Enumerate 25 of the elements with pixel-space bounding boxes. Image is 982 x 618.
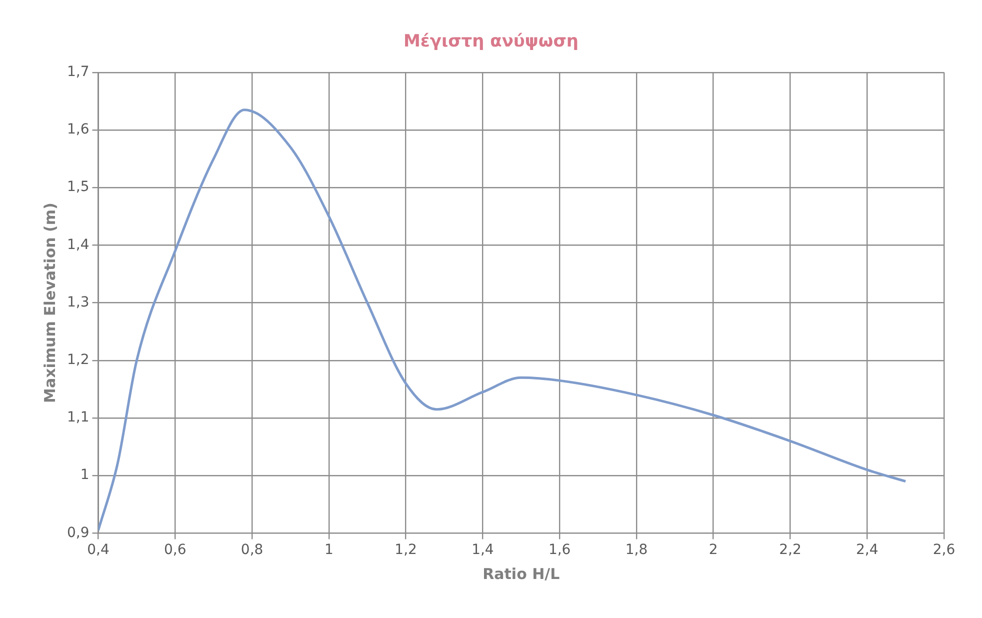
x-tick-label: 1,2 [394,542,417,558]
x-axis-title: Ratio H/L [482,564,560,583]
x-tick-label: 2,2 [779,542,802,558]
y-tick-label: 0,9 [67,524,90,541]
y-tick-label: 1,2 [67,352,90,368]
x-tick-label: 2,6 [932,542,956,558]
x-tick-label: 1,8 [625,542,648,558]
y-tick-label: 1,4 [67,236,90,253]
x-tick-label: 2,4 [856,542,878,558]
x-tick-label: 0,4 [87,542,110,558]
x-tick-label: 0,8 [240,542,264,558]
y-axis-title: Maximum Elevation (m) [40,202,59,403]
x-tick-label: 1,4 [472,542,494,558]
x-tick-label: 1 [324,542,334,558]
x-tick-label: 2 [708,542,718,558]
y-tick-label: 1,7 [67,64,90,80]
y-tick-label: 1,3 [67,294,90,310]
line-series [98,108,907,532]
chart-title: Μέγιστη ανύψωση [403,32,579,52]
y-tick-label: 1,1 [67,410,90,426]
y-tick-label: 1 [80,467,90,484]
y-tick-label: 1,5 [67,179,90,196]
x-tick-label: 0,6 [164,542,186,558]
x-tick-label: 1,6 [548,542,571,558]
y-tick-label: 1,6 [67,122,90,138]
